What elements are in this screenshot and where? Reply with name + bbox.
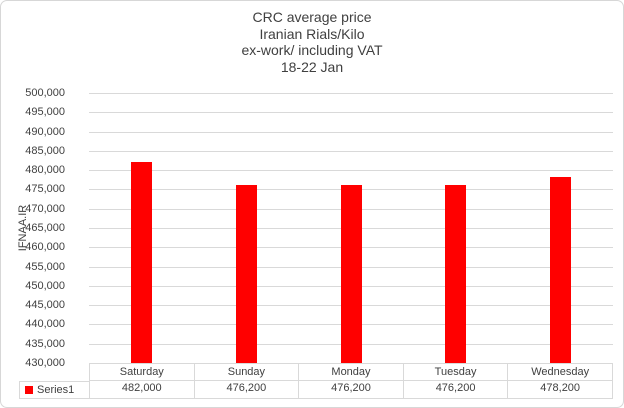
chart-title-line: 18-22 Jan: [280, 58, 344, 75]
y-axis-tick-label: 480,000: [25, 164, 65, 177]
y-axis-tick-label: 500,000: [25, 87, 65, 99]
y-axis-tick-label: 430,000: [25, 357, 65, 369]
category-cell-sunday: Sunday: [193, 364, 299, 380]
y-axis-tick-label: 495,000: [25, 106, 65, 119]
y-axis-tick-label: 455,000: [25, 260, 65, 273]
y-axis-tick-label: 465,000: [25, 222, 65, 234]
chart-title-line: ex-work/ including VAT: [241, 42, 383, 58]
y-axis-tick-label: 475,000: [25, 183, 65, 196]
y-axis-tick-label: 445,000: [25, 299, 65, 312]
y-axis-tick-label: 485,000: [25, 144, 65, 157]
bar-saturday: [130, 162, 152, 363]
legend-series-label: Series1: [37, 384, 75, 396]
y-axis-tick-label: 450,000: [25, 279, 65, 292]
value-cell-tuesday: 476,200: [402, 381, 508, 398]
y-axis-tick-label: 460,000: [25, 241, 65, 254]
chart-title-line: Iranian Rials/Kilo: [259, 25, 365, 42]
data-table-value-row: 482,000 476,200 476,200 476,200 478,200: [89, 381, 613, 399]
chart-title-line: CRC average price: [252, 9, 372, 25]
category-cell-monday: Monday: [298, 364, 403, 380]
category-cell-saturday: Saturday: [119, 366, 164, 378]
gridline: [89, 112, 613, 114]
value-cell-sunday: 476,200: [193, 381, 299, 398]
gridline: [89, 150, 613, 152]
series-color-swatch: [25, 386, 33, 394]
gridline: [89, 93, 613, 94]
category-cell-wednesday: Wednesday: [507, 364, 612, 380]
data-table-category-row: Saturday Sunday Monday Tuesday Wednesday: [89, 363, 613, 381]
y-axis-tick-label: 435,000: [25, 337, 65, 350]
value-cell-saturday: 482,000: [121, 382, 162, 394]
y-axis-tick-label: 470,000: [25, 202, 65, 215]
gridline: [89, 131, 613, 133]
y-axis-tick-label: 440,000: [25, 318, 65, 331]
legend-cell: Series1: [19, 381, 89, 399]
category-cell-tuesday: Tuesday: [402, 364, 508, 380]
value-cell-wednesday: 478,200: [507, 381, 612, 398]
bar-monday: [340, 184, 362, 363]
value-cell-monday: 476,200: [298, 381, 403, 398]
bar-sunday: [235, 184, 257, 363]
gridline: [89, 170, 613, 172]
bar-tuesday: [445, 184, 467, 363]
chart-title: CRC average price Iranian Rials/Kilo ex-…: [1, 9, 623, 75]
bar-wednesday: [550, 177, 572, 363]
y-axis-tick-label: 490,000: [25, 125, 65, 138]
